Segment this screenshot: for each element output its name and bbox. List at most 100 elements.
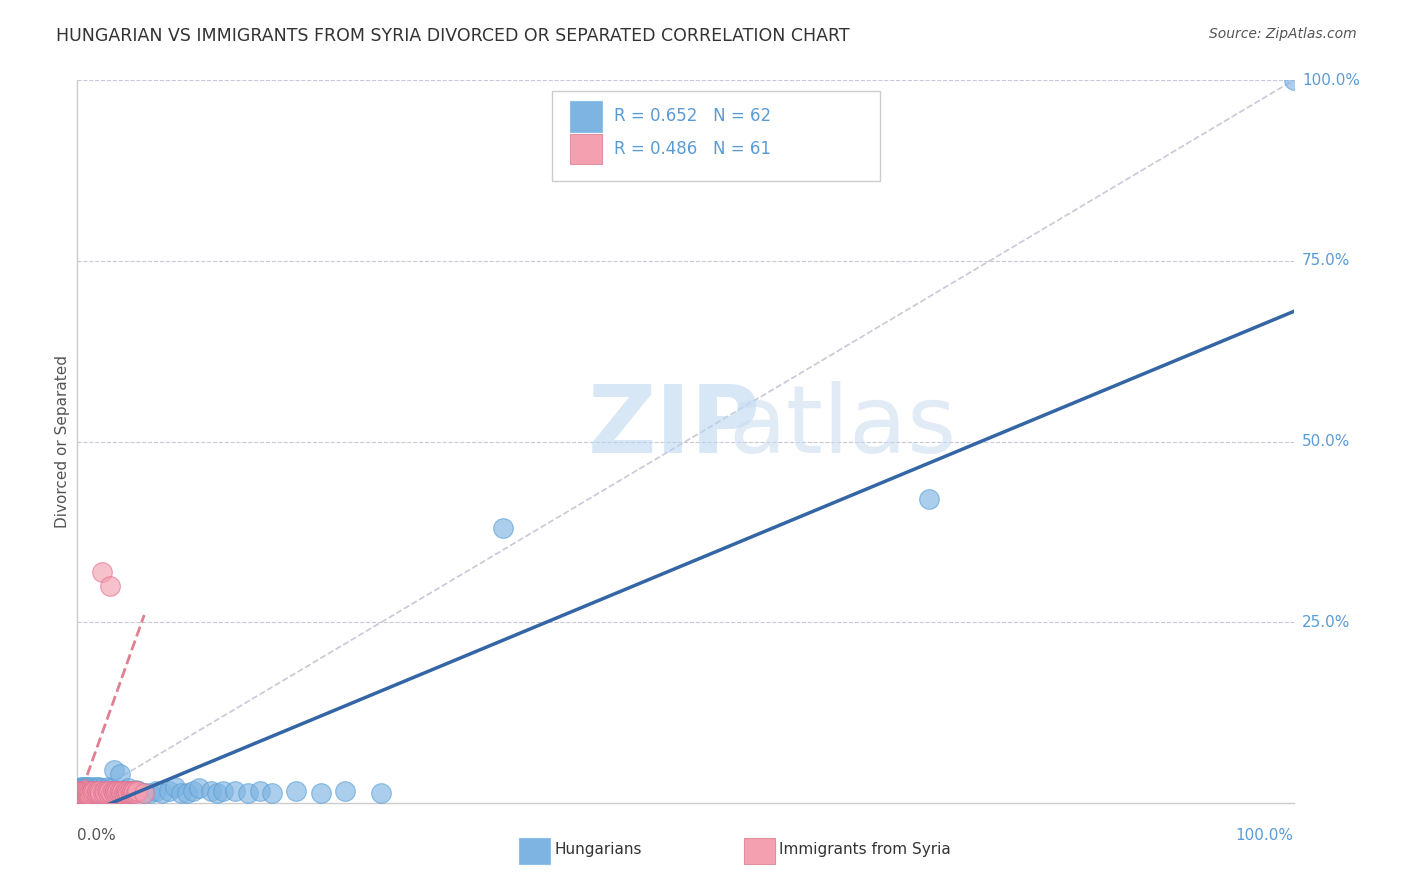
- FancyBboxPatch shape: [744, 838, 776, 864]
- Text: 100.0%: 100.0%: [1302, 73, 1360, 87]
- Point: [333, 784, 356, 798]
- Point: [94, 786, 117, 800]
- Point: [84, 786, 107, 800]
- Point: [77, 780, 100, 794]
- Point: [112, 786, 135, 800]
- Point: [103, 786, 125, 800]
- Point: [492, 521, 515, 535]
- Point: [125, 786, 148, 800]
- Point: [82, 782, 104, 797]
- Point: [76, 781, 98, 796]
- Point: [80, 780, 103, 794]
- Point: [69, 786, 91, 800]
- Point: [97, 784, 120, 798]
- Point: [93, 782, 115, 797]
- Point: [77, 784, 100, 798]
- Point: [70, 787, 93, 801]
- Point: [72, 784, 94, 798]
- Point: [84, 780, 107, 794]
- Point: [121, 784, 143, 798]
- Text: atlas: atlas: [728, 381, 956, 473]
- Point: [309, 786, 332, 800]
- Point: [181, 784, 204, 798]
- Point: [76, 784, 98, 798]
- Point: [107, 786, 129, 800]
- Point: [79, 782, 101, 797]
- Point: [75, 784, 97, 798]
- Point: [110, 786, 132, 800]
- Point: [103, 764, 125, 778]
- Point: [104, 784, 127, 798]
- Point: [98, 579, 121, 593]
- Point: [82, 786, 104, 800]
- Point: [72, 784, 94, 798]
- Text: 50.0%: 50.0%: [1302, 434, 1350, 449]
- Point: [97, 786, 120, 800]
- Point: [120, 786, 142, 800]
- Point: [108, 767, 131, 781]
- Point: [69, 782, 91, 797]
- Point: [80, 784, 103, 798]
- Point: [79, 786, 101, 800]
- Point: [89, 786, 111, 800]
- Point: [145, 784, 167, 798]
- Point: [87, 786, 110, 800]
- Point: [75, 780, 97, 794]
- Point: [89, 780, 111, 794]
- Point: [70, 786, 93, 800]
- Point: [70, 782, 93, 797]
- Text: Hungarians: Hungarians: [554, 842, 641, 857]
- Point: [114, 784, 136, 798]
- Point: [90, 781, 112, 796]
- Point: [97, 780, 120, 794]
- Point: [111, 784, 134, 798]
- Point: [70, 780, 93, 794]
- Point: [73, 787, 96, 801]
- FancyBboxPatch shape: [569, 134, 602, 164]
- Point: [80, 786, 103, 800]
- Point: [86, 784, 108, 798]
- Point: [70, 781, 93, 796]
- Point: [72, 780, 94, 794]
- Point: [87, 781, 110, 796]
- Text: 75.0%: 75.0%: [1302, 253, 1350, 268]
- Point: [105, 786, 128, 800]
- Point: [76, 786, 98, 800]
- Point: [121, 784, 143, 798]
- Point: [370, 786, 392, 800]
- Point: [115, 784, 138, 798]
- Point: [93, 784, 115, 798]
- Point: [75, 786, 97, 800]
- Point: [205, 786, 228, 800]
- Point: [125, 782, 148, 797]
- Point: [72, 787, 94, 801]
- Point: [73, 785, 96, 799]
- Point: [176, 786, 198, 800]
- Text: R = 0.486   N = 61: R = 0.486 N = 61: [613, 140, 770, 158]
- Point: [134, 786, 156, 800]
- Text: 25.0%: 25.0%: [1302, 615, 1350, 630]
- Point: [96, 784, 118, 798]
- Point: [115, 786, 138, 800]
- Point: [90, 565, 112, 579]
- Point: [918, 492, 941, 507]
- Point: [69, 781, 91, 796]
- Point: [100, 786, 122, 800]
- Text: ZIP: ZIP: [588, 381, 761, 473]
- Point: [91, 786, 114, 800]
- Point: [83, 781, 105, 796]
- Point: [73, 784, 96, 798]
- Point: [1282, 73, 1305, 87]
- Text: 0.0%: 0.0%: [77, 828, 117, 843]
- Point: [100, 781, 122, 796]
- Point: [285, 784, 308, 798]
- Point: [89, 784, 111, 798]
- Point: [163, 780, 186, 794]
- Point: [70, 787, 93, 801]
- Point: [170, 786, 193, 800]
- Point: [125, 784, 148, 798]
- Point: [127, 784, 149, 798]
- Point: [107, 784, 129, 798]
- Point: [112, 782, 135, 797]
- Point: [115, 784, 138, 798]
